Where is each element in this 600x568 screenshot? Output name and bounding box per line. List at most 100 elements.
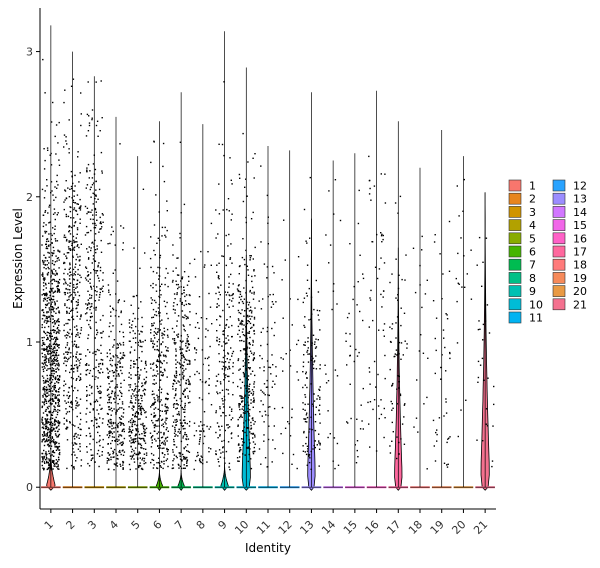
point: [46, 320, 48, 322]
point: [50, 298, 52, 300]
point: [110, 431, 113, 433]
point: [70, 226, 73, 229]
point: [400, 358, 402, 360]
x-tick-label: 2: [64, 518, 78, 532]
point: [44, 410, 47, 412]
point: [306, 351, 308, 353]
point: [165, 459, 167, 462]
point: [296, 343, 298, 346]
point: [95, 251, 97, 254]
point: [143, 438, 145, 440]
point: [245, 315, 248, 317]
point: [64, 304, 66, 307]
point: [380, 413, 383, 416]
point: [51, 381, 53, 383]
point: [183, 375, 185, 377]
point: [97, 264, 99, 267]
point: [267, 406, 269, 408]
point: [68, 226, 70, 228]
point: [52, 385, 54, 388]
point: [71, 197, 73, 199]
point: [70, 301, 73, 303]
point: [51, 308, 54, 311]
point: [152, 454, 155, 456]
point: [138, 407, 140, 410]
point: [73, 273, 75, 275]
point: [137, 458, 139, 460]
point: [57, 250, 59, 252]
point: [176, 257, 178, 259]
point: [224, 291, 226, 293]
point: [77, 358, 79, 360]
point: [44, 359, 47, 361]
point: [138, 390, 140, 392]
point: [152, 324, 154, 327]
point: [153, 464, 155, 466]
point: [55, 376, 57, 378]
point: [223, 154, 225, 157]
point: [46, 435, 48, 437]
point: [303, 297, 306, 299]
point: [96, 348, 99, 351]
point: [121, 392, 123, 395]
point: [157, 237, 159, 239]
point: [65, 240, 68, 242]
point: [426, 279, 428, 281]
point: [76, 401, 79, 403]
point: [237, 435, 239, 437]
point: [96, 385, 98, 388]
legend-label: 9: [529, 285, 536, 298]
point: [119, 390, 121, 392]
point: [369, 299, 372, 301]
point: [54, 304, 56, 306]
point: [50, 441, 52, 443]
point: [86, 184, 89, 186]
x-axis-title: Identity: [245, 541, 291, 555]
point: [390, 400, 392, 403]
point: [112, 325, 114, 327]
point: [302, 408, 304, 410]
point: [163, 368, 166, 370]
point: [245, 216, 247, 219]
point: [108, 375, 110, 378]
point: [238, 311, 240, 314]
point: [135, 394, 137, 396]
point: [50, 280, 52, 283]
point: [108, 383, 110, 385]
point: [175, 363, 177, 365]
point: [173, 379, 175, 381]
legend-item-21: 21: [552, 298, 587, 311]
point: [150, 446, 153, 448]
point: [133, 461, 136, 463]
point: [173, 421, 175, 423]
point: [182, 456, 185, 458]
point: [447, 463, 449, 465]
point: [247, 401, 249, 403]
point: [46, 377, 49, 380]
point: [56, 338, 59, 340]
point: [443, 462, 446, 464]
point: [97, 391, 100, 393]
point: [56, 344, 58, 346]
point: [226, 424, 228, 426]
point: [121, 366, 124, 368]
point: [238, 284, 240, 286]
point: [51, 372, 53, 375]
point: [42, 457, 44, 459]
point: [42, 259, 44, 262]
point: [404, 279, 406, 281]
point: [52, 292, 54, 294]
point: [178, 467, 180, 469]
point: [373, 399, 376, 401]
point: [121, 422, 123, 424]
point: [160, 388, 163, 390]
point: [86, 407, 88, 410]
point: [308, 353, 311, 355]
point: [163, 334, 166, 336]
point: [183, 328, 185, 331]
y-tick-label: 3: [26, 46, 33, 59]
point: [137, 381, 139, 383]
point: [50, 390, 52, 392]
point: [52, 287, 54, 290]
point: [112, 456, 114, 458]
